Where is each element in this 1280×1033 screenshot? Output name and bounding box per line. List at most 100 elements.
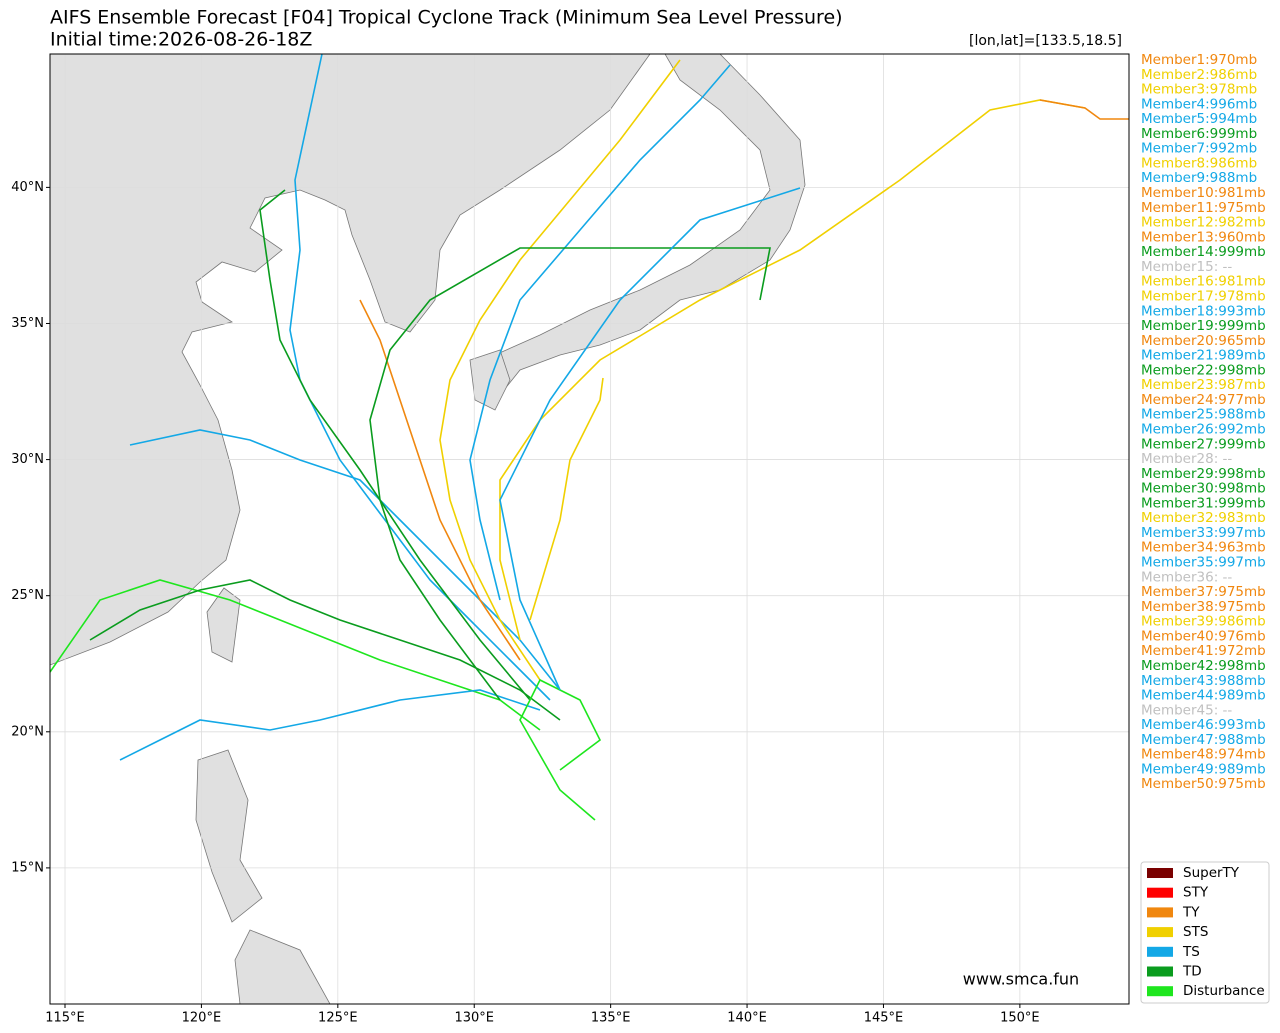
legend: SuperTY STY TY STS TS TD Disturbance <box>1147 865 1265 999</box>
member-entry: Member2:986mb <box>1141 67 1257 83</box>
member-list: Member1:970mbMember2:986mbMember3:978mbM… <box>1141 52 1266 792</box>
member-entry: Member46:993mb <box>1141 717 1266 733</box>
member-entry: Member48:974mb <box>1141 747 1266 763</box>
chart-title: AIFS Ensemble Forecast [F04] Tropical Cy… <box>50 7 843 29</box>
chart-subtitle: Initial time:2026-08-26-18Z <box>50 29 312 51</box>
legend-label: TY <box>1182 904 1200 920</box>
member-entry: Member28: -- <box>1141 451 1232 467</box>
member-entry: Member13:960mb <box>1141 229 1266 245</box>
member-entry: Member7:992mb <box>1141 141 1257 157</box>
member-entry: Member36: -- <box>1141 569 1232 585</box>
x-tick-label: 120°E <box>182 1011 222 1026</box>
member-entry: Member44:989mb <box>1141 688 1266 704</box>
member-entry: Member8:986mb <box>1141 155 1257 171</box>
member-entry: Member26:992mb <box>1141 422 1266 438</box>
member-entry: Member11:975mb <box>1141 200 1266 216</box>
track <box>499 187 801 691</box>
track <box>119 689 541 761</box>
x-tick-label: 130°E <box>454 1011 494 1026</box>
plot-area: www.smca.fun <box>50 54 1129 1004</box>
legend-swatch <box>1147 946 1173 957</box>
legend-swatch <box>1147 887 1173 898</box>
y-tick-label: 35°N <box>11 316 44 331</box>
track <box>499 99 1086 641</box>
member-entry: Member29:998mb <box>1141 466 1266 482</box>
x-tick-label: 145°E <box>864 1011 904 1026</box>
track <box>439 59 681 681</box>
member-entry: Member38:975mb <box>1141 599 1266 615</box>
member-entry: Member10:981mb <box>1141 185 1266 201</box>
member-entry: Member41:972mb <box>1141 643 1266 659</box>
member-entry: Member4:996mb <box>1141 96 1257 112</box>
member-entry: Member24:977mb <box>1141 392 1266 408</box>
y-tick-label: 15°N <box>11 860 44 875</box>
member-entry: Member3:978mb <box>1141 82 1257 98</box>
member-entry: Member32:983mb <box>1141 510 1266 526</box>
legend-label: Disturbance <box>1183 983 1265 999</box>
member-entry: Member17:978mb <box>1141 288 1266 304</box>
japan <box>479 54 806 396</box>
land <box>50 54 806 1004</box>
legend-swatch <box>1147 966 1173 977</box>
track <box>259 189 531 701</box>
member-entry: Member43:988mb <box>1141 673 1266 689</box>
visayas <box>234 929 331 1004</box>
legend-swatch <box>1147 907 1173 918</box>
legend-label: SuperTY <box>1183 865 1240 881</box>
member-entry: Member39:986mb <box>1141 614 1266 630</box>
legend-swatch <box>1147 868 1173 878</box>
x-tick-label: 140°E <box>727 1011 767 1026</box>
member-entry: Member27:999mb <box>1141 436 1266 452</box>
member-entry: Member12:982mb <box>1141 215 1266 231</box>
track <box>359 299 521 661</box>
legend-label: TD <box>1182 964 1202 980</box>
member-entry: Member42:998mb <box>1141 658 1266 674</box>
member-entry: Member33:997mb <box>1141 525 1266 541</box>
member-entry: Member1:970mb <box>1141 52 1257 68</box>
member-entry: Member6:999mb <box>1141 126 1257 142</box>
x-tick-label: 135°E <box>591 1011 631 1026</box>
member-entry: Member50:975mb <box>1141 776 1266 792</box>
track <box>89 579 561 721</box>
track <box>50 579 541 731</box>
y-tick-label: 25°N <box>11 588 44 603</box>
member-entry: Member15: -- <box>1141 259 1232 275</box>
member-entry: Member14:999mb <box>1141 244 1266 260</box>
tracks <box>50 54 1129 821</box>
member-entry: Member19:999mb <box>1141 318 1266 334</box>
member-entry: Member23:987mb <box>1141 377 1266 393</box>
member-entry: Member20:965mb <box>1141 333 1266 349</box>
taiwan <box>206 587 241 663</box>
member-entry: Member16:981mb <box>1141 274 1266 290</box>
track <box>519 678 602 821</box>
grid <box>50 54 1129 1004</box>
track <box>469 64 731 601</box>
x-tick-label: 115°E <box>45 1011 85 1026</box>
plot-frame <box>49 53 1130 1005</box>
member-entry: Member49:989mb <box>1141 761 1266 777</box>
member-entry: Member34:963mb <box>1141 540 1266 556</box>
member-entry: Member18:993mb <box>1141 303 1266 319</box>
y-tick-label: 40°N <box>11 180 44 195</box>
member-entry: Member47:988mb <box>1141 732 1266 748</box>
legend-swatch <box>1147 927 1173 938</box>
member-entry: Member45: -- <box>1141 702 1232 718</box>
track <box>529 377 604 621</box>
watermark: www.smca.fun <box>963 970 1079 989</box>
member-entry: Member31:999mb <box>1141 495 1266 511</box>
member-entry: Member9:988mb <box>1141 170 1257 186</box>
member-entry: Member40:976mb <box>1141 628 1266 644</box>
track <box>369 247 771 701</box>
member-entry: Member25:988mb <box>1141 407 1266 423</box>
legend-swatch <box>1147 986 1173 997</box>
track <box>289 54 551 701</box>
legend-label: STS <box>1183 924 1208 940</box>
track <box>1039 99 1129 120</box>
mainland-asia <box>50 54 651 666</box>
member-entry: Member37:975mb <box>1141 584 1266 600</box>
member-entry: Member21:989mb <box>1141 348 1266 364</box>
y-tick-label: 30°N <box>11 452 44 467</box>
member-entry: Member30:998mb <box>1141 481 1266 497</box>
y-tick-label: 20°N <box>11 724 44 739</box>
